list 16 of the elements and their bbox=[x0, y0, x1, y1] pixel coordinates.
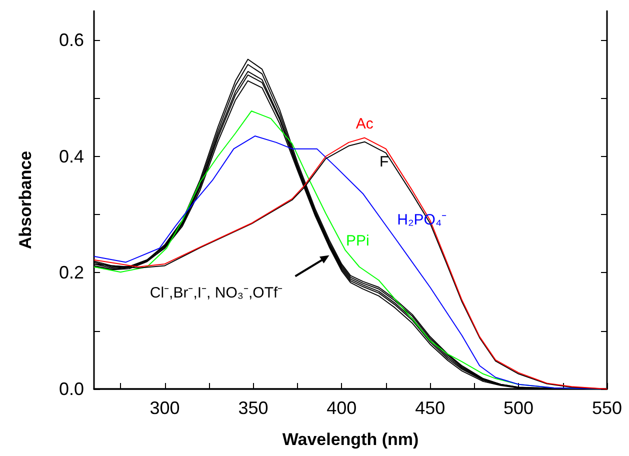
y-tick-label: 0.2 bbox=[58, 262, 84, 283]
x-tick-label: 500 bbox=[504, 398, 534, 418]
x-tick-label: 400 bbox=[326, 398, 357, 418]
y-tick-label: 0.4 bbox=[58, 146, 84, 166]
y-tick-label: 0.0 bbox=[58, 379, 84, 399]
x-tick-label: 300 bbox=[150, 398, 180, 418]
x-axis-title: Wavelength (nm) bbox=[282, 430, 419, 449]
x-tick-label: 550 bbox=[592, 398, 622, 418]
annotation: F bbox=[379, 154, 389, 171]
annotation: Ac bbox=[356, 115, 374, 132]
y-tick-label: 0.6 bbox=[58, 30, 84, 50]
annotation: Cl⁻,Br⁻,I⁻, NO₃⁻,OTf⁻ bbox=[150, 284, 283, 302]
x-tick-label: 350 bbox=[238, 398, 268, 418]
annotation: PPi bbox=[346, 232, 370, 250]
x-tick-label: 450 bbox=[415, 398, 446, 418]
y-axis-title: Absorbance bbox=[16, 150, 35, 250]
